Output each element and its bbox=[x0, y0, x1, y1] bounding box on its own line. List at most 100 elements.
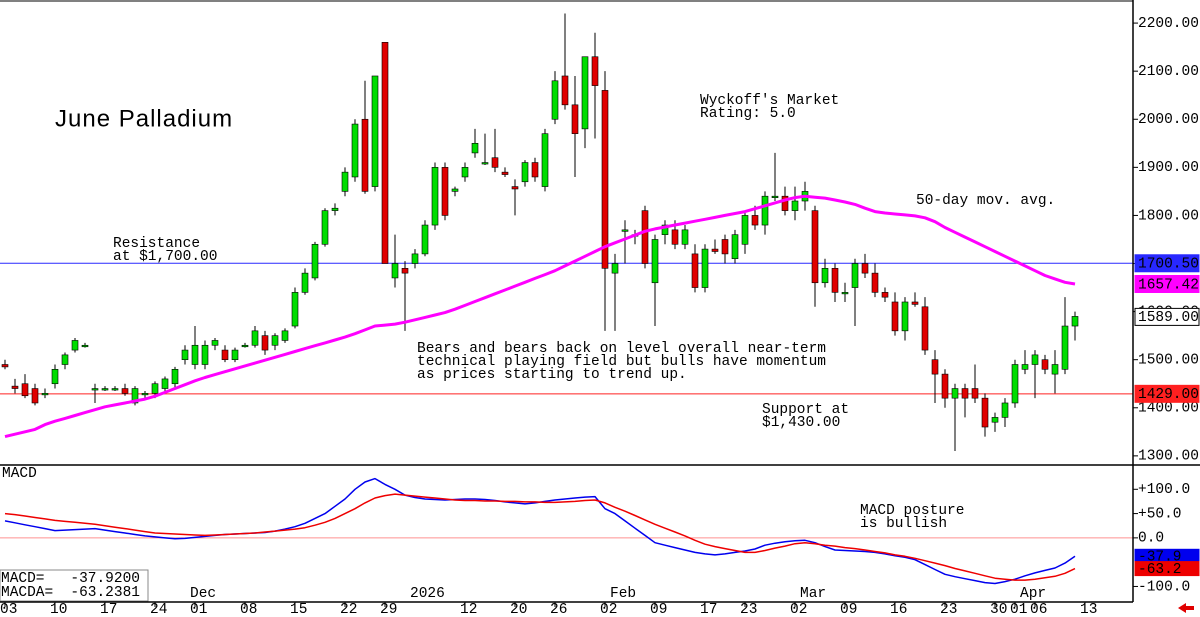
y-tick-label: 1500.00 bbox=[1138, 353, 1199, 369]
price-box bbox=[1134, 384, 1200, 403]
moving-average bbox=[4, 194, 1076, 439]
candle-body bbox=[431, 167, 439, 226]
y-tick-label: 1900.00 bbox=[1138, 160, 1199, 176]
candle-body bbox=[511, 186, 519, 190]
candle-body bbox=[71, 340, 79, 351]
x-tick-label: 15 bbox=[290, 602, 307, 617]
price-box bbox=[1134, 254, 1200, 273]
candle-body bbox=[351, 123, 359, 178]
price-box bbox=[1134, 274, 1200, 293]
x-tick-label: 24 bbox=[150, 602, 167, 617]
chart-title: June Palladium bbox=[55, 105, 233, 132]
candle-body bbox=[111, 388, 119, 391]
candle-body bbox=[1021, 364, 1029, 370]
candle-body bbox=[341, 171, 349, 192]
candle-body bbox=[221, 349, 229, 360]
macd-y-tick-label: -100.0 bbox=[1138, 579, 1190, 595]
candle-body bbox=[241, 344, 249, 348]
candle-body bbox=[821, 268, 829, 284]
candle-body bbox=[451, 188, 459, 192]
annotation: Resistance bbox=[113, 236, 200, 252]
candle-body bbox=[1051, 364, 1059, 375]
candle-body bbox=[391, 263, 399, 279]
candle-body bbox=[251, 330, 259, 346]
candle-body bbox=[181, 349, 189, 360]
candle-body bbox=[331, 207, 339, 211]
x-tick-label: 09 bbox=[840, 602, 857, 617]
candle-body bbox=[191, 344, 199, 365]
y-tick-label: 2100.00 bbox=[1138, 64, 1199, 80]
candle-body bbox=[11, 385, 19, 389]
candle-body bbox=[321, 210, 329, 245]
price-box-label: 1589.00 bbox=[1138, 310, 1199, 326]
nav-arrow[interactable] bbox=[1178, 603, 1194, 613]
candle-body bbox=[171, 369, 179, 385]
candle-body bbox=[861, 263, 869, 274]
candle-body bbox=[661, 224, 669, 235]
price-box-label: 1429.00 bbox=[1138, 387, 1199, 403]
candle-body bbox=[281, 330, 289, 341]
annotation: at $1,700.00 bbox=[113, 249, 217, 265]
month-label: Apr bbox=[1020, 586, 1046, 602]
candle-body bbox=[161, 378, 169, 389]
candle-body bbox=[791, 200, 799, 211]
candle-body bbox=[541, 133, 549, 187]
candle-body bbox=[461, 167, 469, 178]
candle-body bbox=[881, 292, 889, 298]
readout-box bbox=[0, 569, 149, 602]
candle-body bbox=[831, 268, 839, 293]
x-tick-label: 02 bbox=[600, 602, 617, 617]
annotation: technical playing field but bulls have m… bbox=[417, 354, 826, 370]
candle-body bbox=[61, 354, 69, 365]
candle-body bbox=[141, 393, 149, 396]
candle-body bbox=[81, 344, 89, 348]
macd-y-tick-label: +50.0 bbox=[1138, 506, 1182, 522]
candle-body bbox=[381, 42, 389, 264]
candle-body bbox=[131, 388, 139, 404]
y-tick-label: 1300.00 bbox=[1138, 449, 1199, 465]
candle-body bbox=[261, 335, 269, 351]
x-tick-label: 20 bbox=[510, 602, 527, 617]
candle-body bbox=[31, 388, 39, 404]
candle-body bbox=[561, 75, 569, 106]
x-tick-label: 30 bbox=[990, 602, 1007, 617]
annotation: MACD posture bbox=[860, 503, 964, 519]
x-tick-label: 08 bbox=[240, 602, 257, 617]
annotation: $1,430.00 bbox=[762, 415, 840, 431]
x-tick-label: 13 bbox=[1080, 602, 1097, 617]
x-tick-label: 26 bbox=[550, 602, 567, 617]
annotation: Support at bbox=[762, 402, 849, 418]
candle-body bbox=[41, 393, 49, 396]
candle-body bbox=[211, 340, 219, 346]
candle-body bbox=[91, 388, 99, 391]
x-tick-label: 01 bbox=[190, 602, 207, 617]
x-tick-label: 01 bbox=[1010, 602, 1027, 617]
candle-body bbox=[1041, 359, 1049, 370]
macd-y-tick-label: +100.0 bbox=[1138, 482, 1190, 498]
macd-y-tick-label: 0.0 bbox=[1138, 531, 1164, 547]
candle-body bbox=[771, 195, 779, 198]
candle-body bbox=[521, 162, 529, 183]
candle-body bbox=[1071, 316, 1079, 327]
candle-body bbox=[851, 263, 859, 288]
candle-body bbox=[301, 272, 309, 293]
readout-value: -63.2381 bbox=[70, 585, 140, 601]
candle-body bbox=[421, 224, 429, 255]
plot-layer bbox=[1, 13, 1079, 585]
readout-value: -37.9200 bbox=[70, 571, 140, 587]
candle-body bbox=[121, 388, 129, 394]
annotation: Wyckoff's Market bbox=[700, 93, 839, 109]
y-tick-label: 1400.00 bbox=[1138, 401, 1199, 417]
ma-label: 50-day mov. avg. bbox=[916, 193, 1055, 209]
candle-body bbox=[271, 335, 279, 346]
x-tick-label: 22 bbox=[340, 602, 357, 617]
candle-body bbox=[441, 167, 449, 216]
month-label: Mar bbox=[800, 586, 826, 602]
candle-body bbox=[641, 210, 649, 264]
candle-body bbox=[1011, 364, 1019, 404]
month-label: Feb bbox=[610, 586, 636, 602]
overlay-layer: 50-day mov. avg. Wyckoff's MarketRating: … bbox=[0, 93, 1200, 602]
candle-body bbox=[611, 263, 619, 274]
